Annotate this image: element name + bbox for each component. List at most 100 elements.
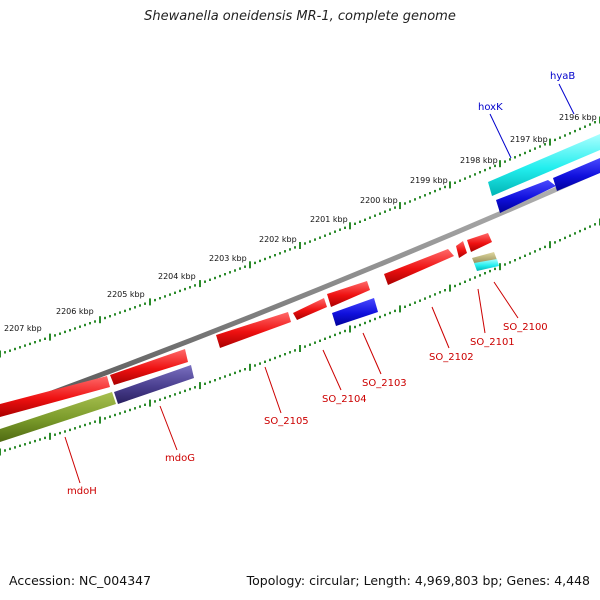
minor-tick [184,287,186,291]
minor-tick [554,138,556,142]
minor-tick [339,228,341,231]
minor-tick [54,334,56,337]
gene-arrow-tan[interactable] [472,252,497,265]
minor-tick [454,181,456,184]
minor-tick [374,214,376,217]
minor-tick [174,291,176,294]
minor-tick [524,254,526,257]
gene-arrow-olive-mdoH[interactable] [0,392,116,442]
minor-tick [204,280,206,283]
minor-tick [344,329,346,333]
minor-tick [269,358,271,362]
minor-tick [14,347,16,351]
minor-tick [429,295,431,298]
gene-label-mdoG[interactable]: mdoG [165,453,195,464]
minor-tick [494,267,496,271]
minor-tick [229,373,231,376]
minor-tick [179,391,181,394]
minor-tick [284,250,286,253]
major-tick [299,345,301,352]
minor-tick [359,220,361,223]
minor-tick [94,320,96,323]
minor-tick [529,252,531,255]
gene-arrow-red[interactable] [327,281,370,307]
minor-tick [74,327,76,330]
minor-tick [559,136,561,139]
minor-tick [539,247,541,251]
gene-arrow-blue[interactable] [332,298,378,326]
gene-arrow-slate-mdoG[interactable] [114,365,194,404]
minor-tick [444,289,446,292]
minor-tick [309,240,311,243]
minor-tick [329,232,331,235]
minor-tick [469,278,471,281]
gene-label-hyaB[interactable]: hyaB [550,71,575,82]
minor-tick [579,127,581,131]
gene-label-SO_2104[interactable]: SO_2104 [322,394,367,405]
minor-tick [459,179,461,182]
minor-tick [484,272,486,275]
tick-label: 2203 kbp [209,254,247,263]
gene-label-SO_2100[interactable]: SO_2100 [503,322,548,333]
minor-tick [159,398,161,401]
minor-tick [424,297,426,300]
minor-tick [94,420,96,423]
gene-arrow-red[interactable] [384,249,454,285]
minor-tick [14,446,16,449]
gene-arrow-red[interactable] [110,349,188,385]
minor-tick [584,125,586,128]
minor-tick [89,322,91,325]
gene-label-mdoH[interactable]: mdoH [67,486,97,497]
minor-tick [79,425,81,428]
gene-label-SO_2103[interactable]: SO_2103 [362,378,407,389]
gene-label-hoxK[interactable]: hoxK [478,102,503,113]
minor-tick [59,431,61,435]
minor-tick [114,413,116,417]
minor-tick [364,321,366,325]
minor-tick [419,299,421,302]
lower-tick-axis [0,218,600,456]
minor-tick [264,360,266,363]
minor-tick [134,306,136,309]
gene-arrow-red[interactable] [216,312,291,348]
minor-tick [234,269,236,272]
major-tick [249,363,251,371]
minor-tick [274,254,276,257]
major-tick [49,432,51,440]
gene-label-SO_2101[interactable]: SO_2101 [470,337,515,348]
minor-tick [304,242,306,245]
major-tick [199,280,201,288]
minor-tick [19,444,21,447]
minor-tick [384,210,386,213]
gene-label-SO_2102[interactable]: SO_2102 [429,352,474,363]
minor-tick [139,304,141,307]
minor-tick [329,335,331,339]
minor-tick [214,379,216,382]
minor-tick [194,284,196,287]
minor-tick [34,439,36,443]
gene-label-SO_2105[interactable]: SO_2105 [264,416,309,427]
minor-tick [144,302,146,305]
gene-arrow-red[interactable] [456,241,467,258]
minor-tick [584,227,586,231]
minor-tick [39,339,41,342]
gene-arrow-cyan-hyaB[interactable] [488,134,600,196]
minor-tick [74,427,76,430]
minor-tick [514,259,516,262]
minor-tick [219,274,221,278]
minor-tick [29,342,31,346]
gene-arrow-blue-hoxK[interactable] [496,180,556,213]
gene-arrow-red[interactable] [293,298,327,320]
major-tick [449,181,451,189]
minor-tick [9,447,11,451]
major-tick [149,298,151,306]
gene-arrow-red[interactable] [467,233,492,252]
minor-tick [44,337,46,340]
gene-arrow-cyan[interactable] [474,259,499,271]
minor-tick [474,173,476,176]
minor-tick [439,187,441,191]
minor-tick [129,408,131,412]
gene-arrow-blue-hyaB-2[interactable] [553,158,600,191]
gene-arrow-red[interactable] [0,376,110,417]
major-tick [499,263,501,271]
